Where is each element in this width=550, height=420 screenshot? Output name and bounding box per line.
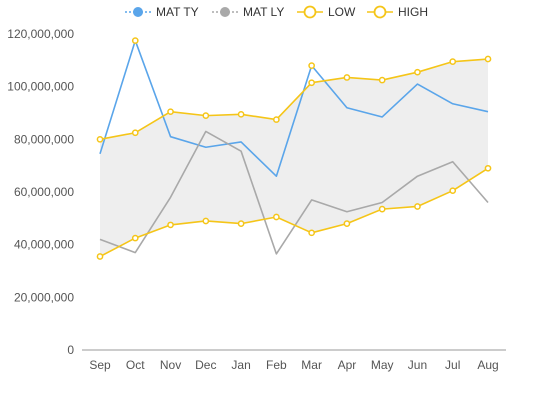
- marker-layer: [96, 37, 492, 260]
- data-point-high[interactable]: [484, 55, 492, 63]
- legend-item-low[interactable]: LOW: [297, 5, 356, 19]
- y-tick-label: 100,000,000: [7, 80, 74, 94]
- legend-swatch-marker: [373, 5, 387, 19]
- data-point-high[interactable]: [131, 129, 139, 137]
- data-point-high[interactable]: [308, 79, 315, 87]
- axes: 0 20,000,000 40,000,000 60,000,000 80,000,00…: [7, 27, 506, 372]
- x-tick-label: Jul: [445, 358, 460, 372]
- x-tick-label: Apr: [338, 358, 357, 372]
- y-tick-label: 20,000,000: [14, 290, 74, 304]
- series-line-high: [99, 58, 489, 141]
- data-point-high[interactable]: [273, 116, 280, 123]
- legend: MAT TY MAT LY LOW HIGH: [125, 5, 428, 19]
- x-tick-label: Feb: [266, 358, 287, 372]
- x-tick-label: Nov: [160, 358, 181, 372]
- y-tick-label: 80,000,000: [14, 132, 74, 146]
- data-point-high[interactable]: [237, 110, 245, 118]
- x-tick-label: Jun: [408, 358, 427, 372]
- data-point-high[interactable]: [343, 74, 351, 81]
- data-point-high[interactable]: [202, 112, 210, 119]
- y-tick-label: 60,000,000: [14, 185, 74, 199]
- data-point-low[interactable]: [167, 221, 174, 229]
- data-point-low[interactable]: [378, 205, 386, 213]
- series-line-mat-ly: [99, 130, 489, 255]
- data-point-high[interactable]: [167, 108, 174, 116]
- legend-label: MAT LY: [243, 5, 284, 19]
- data-point-high[interactable]: [96, 135, 104, 143]
- legend-label: HIGH: [398, 5, 428, 19]
- legend-item-mat-ty[interactable]: MAT TY: [125, 5, 199, 19]
- x-tick-label: Oct: [126, 358, 145, 372]
- data-point-low[interactable]: [414, 203, 421, 210]
- x-tick-label: Aug: [477, 358, 498, 372]
- data-point-low[interactable]: [273, 213, 280, 221]
- data-point-mat-ty[interactable]: [308, 62, 315, 69]
- x-tick-label: Mar: [301, 358, 322, 372]
- x-tick-label: Dec: [195, 358, 216, 372]
- x-tick-label: Jan: [231, 358, 250, 372]
- y-tick-label: 40,000,000: [14, 238, 74, 252]
- data-point-high[interactable]: [414, 68, 421, 76]
- y-tick-label: 0: [67, 343, 74, 357]
- x-tick-label: Sep: [89, 358, 111, 372]
- data-point-low[interactable]: [237, 220, 245, 227]
- data-point-high[interactable]: [378, 76, 386, 84]
- legend-item-mat-ly[interactable]: MAT LY: [212, 5, 284, 19]
- series-line-mat-ty: [99, 39, 489, 177]
- series-layer: [99, 39, 489, 258]
- legend-swatch-marker: [220, 7, 230, 17]
- data-point-low[interactable]: [202, 217, 210, 225]
- x-tick-label: May: [371, 358, 394, 372]
- data-point-low[interactable]: [96, 253, 104, 260]
- data-point-low[interactable]: [343, 220, 351, 227]
- data-point-high[interactable]: [449, 58, 457, 66]
- legend-label: MAT TY: [156, 5, 199, 19]
- legend-label: LOW: [328, 5, 356, 19]
- data-point-low[interactable]: [131, 234, 139, 242]
- data-point-low[interactable]: [308, 229, 315, 237]
- data-point-low[interactable]: [484, 164, 492, 172]
- series-line-low: [99, 167, 489, 258]
- data-point-low[interactable]: [449, 187, 457, 195]
- data-point-mat-ty[interactable]: [131, 37, 139, 44]
- legend-item-high[interactable]: HIGH: [367, 5, 428, 19]
- legend-swatch-marker: [133, 7, 143, 17]
- legend-swatch-marker: [303, 5, 317, 19]
- y-tick-label: 120,000,000: [7, 27, 74, 41]
